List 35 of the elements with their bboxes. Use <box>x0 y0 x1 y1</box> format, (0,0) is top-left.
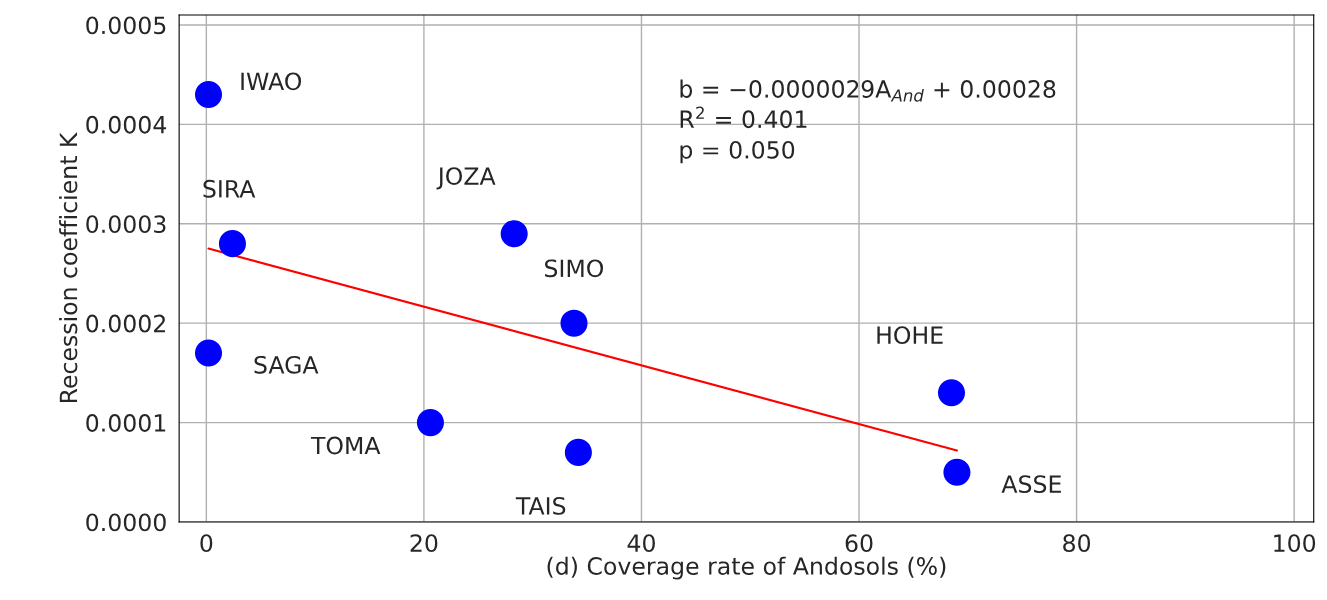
annotation: R$^{2}$ = 0.401 <box>680 106 807 129</box>
y-tick-label: 0.0004 <box>86 115 167 134</box>
x-axis-title: (d) Coverage rate of Andosols (%) <box>547 556 946 580</box>
point <box>937 379 966 407</box>
x-tick-label: 80 <box>1063 534 1091 553</box>
point <box>943 458 971 486</box>
y-tick-label: 0.0001 <box>86 414 166 432</box>
point <box>500 220 528 248</box>
point <box>416 409 444 437</box>
annotation: HOHE <box>877 326 943 345</box>
annotation: SIMO <box>545 259 604 278</box>
y-tick-label: 0.0000 <box>86 513 166 532</box>
annotation: TOMA <box>310 436 381 455</box>
x-tick-label: 60 <box>845 534 873 553</box>
y-axis-title: Recession coefficient K <box>59 132 78 403</box>
x-tick-label: 40 <box>627 534 655 553</box>
y-tick-label: 0.0003 <box>86 215 166 234</box>
y-tick-label: 0.0005 <box>86 16 166 35</box>
annotation: IWAO <box>241 72 302 91</box>
x-tick-label: 100 <box>1274 534 1316 553</box>
annotation: p = 0.050 <box>680 140 795 164</box>
point <box>194 80 223 109</box>
x-tick-label: 0 <box>200 534 213 553</box>
point <box>194 339 223 367</box>
point <box>564 438 592 466</box>
annotation: SIRA <box>203 179 256 198</box>
x-tick-label: 20 <box>410 534 438 553</box>
annotation: b = −0.0000029A$_{And}$ + 0.00028 <box>680 79 1056 102</box>
annotation: JOZA <box>436 167 496 190</box>
point <box>218 230 246 258</box>
annotation: SAGA <box>254 355 319 374</box>
point <box>560 309 588 337</box>
annotation: ASSE <box>1001 475 1061 494</box>
y-tick-label: 0.0002 <box>86 314 165 333</box>
annotation: TAIS <box>515 496 566 515</box>
